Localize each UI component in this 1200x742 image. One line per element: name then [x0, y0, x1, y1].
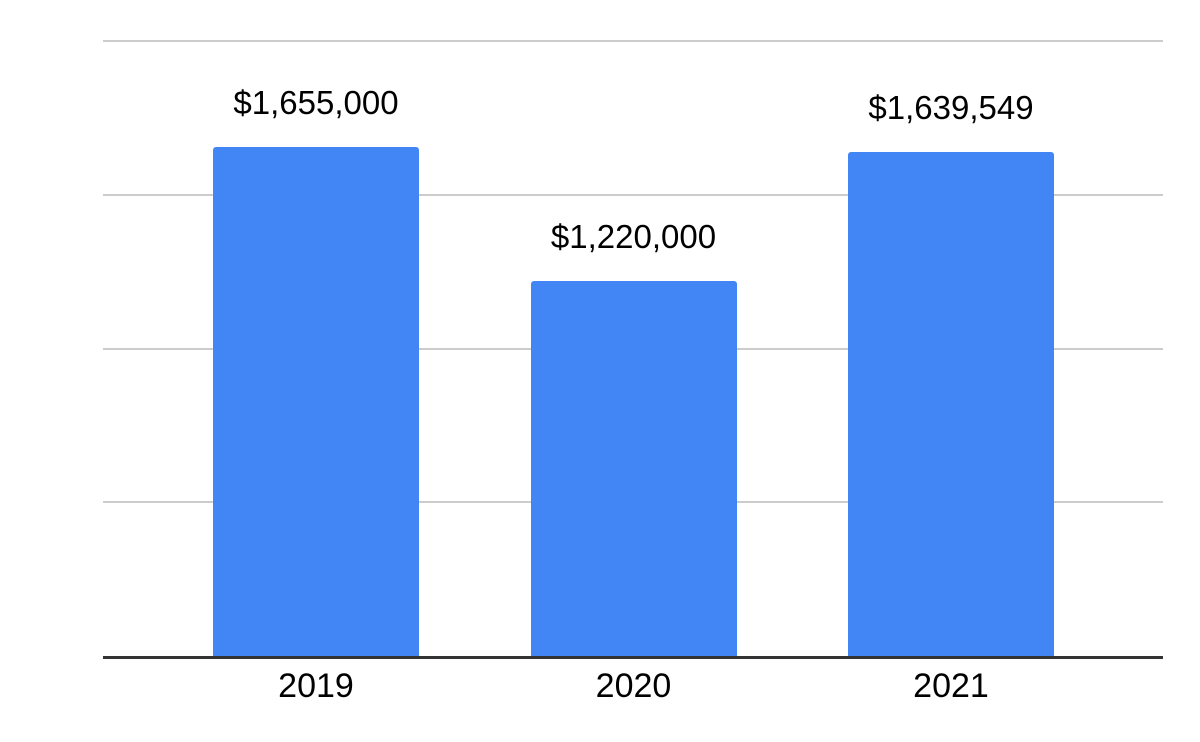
bar-value-label-2021: $1,639,549 [868, 88, 1034, 126]
x-axis-label-2020: 2020 [595, 667, 672, 705]
bar-2020[interactable] [530, 280, 737, 656]
x-axis-line [103, 656, 1163, 659]
bar-value-label-2020: $1,220,000 [550, 217, 717, 255]
x-axis-label-2021: 2021 [913, 667, 989, 705]
plot-area: $1,655,000 2019 $1,220,000 2020 $1,639,549 20… [103, 40, 1163, 703]
gridline [103, 193, 1163, 196]
bar-2019[interactable] [213, 147, 419, 656]
bar-2021[interactable] [848, 151, 1054, 656]
gridline [103, 40, 1163, 42]
x-axis-label-2019: 2019 [278, 667, 354, 705]
bar-value-label-2019: $1,655,000 [233, 84, 399, 122]
